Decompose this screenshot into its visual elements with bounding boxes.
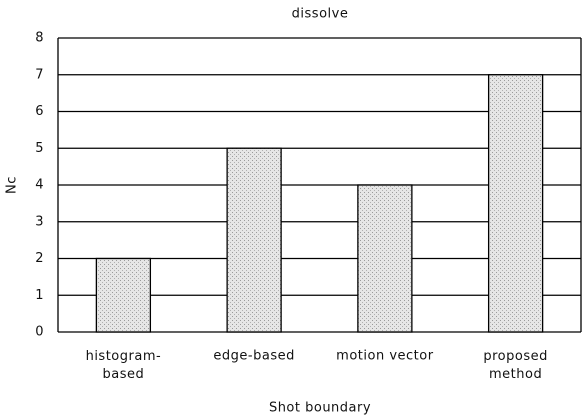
y-tick-label: 6 bbox=[35, 104, 44, 119]
x-tick-label: histogram-based bbox=[86, 349, 162, 382]
y-tick-label: 1 bbox=[35, 288, 44, 303]
x-tick-label: proposed method bbox=[483, 349, 548, 382]
bar bbox=[226, 147, 282, 333]
x-axis-label: Shot boundary bbox=[269, 401, 371, 416]
y-tick-label: 7 bbox=[35, 67, 44, 82]
y-tick-label: 4 bbox=[35, 178, 44, 193]
y-tick-label: 3 bbox=[35, 214, 44, 229]
x-tick-label: motion vector bbox=[336, 349, 434, 364]
y-tick-label: 2 bbox=[35, 251, 44, 266]
x-tick-label: edge-based bbox=[213, 349, 294, 364]
bar bbox=[487, 74, 544, 333]
bar bbox=[357, 184, 413, 333]
y-axis-label: Nc bbox=[5, 176, 20, 194]
y-tick-label: 0 bbox=[35, 325, 44, 340]
y-tick-label: 8 bbox=[35, 31, 44, 46]
bar bbox=[95, 257, 152, 333]
y-tick-label: 5 bbox=[35, 141, 44, 156]
chart-title: dissolve bbox=[292, 7, 349, 22]
